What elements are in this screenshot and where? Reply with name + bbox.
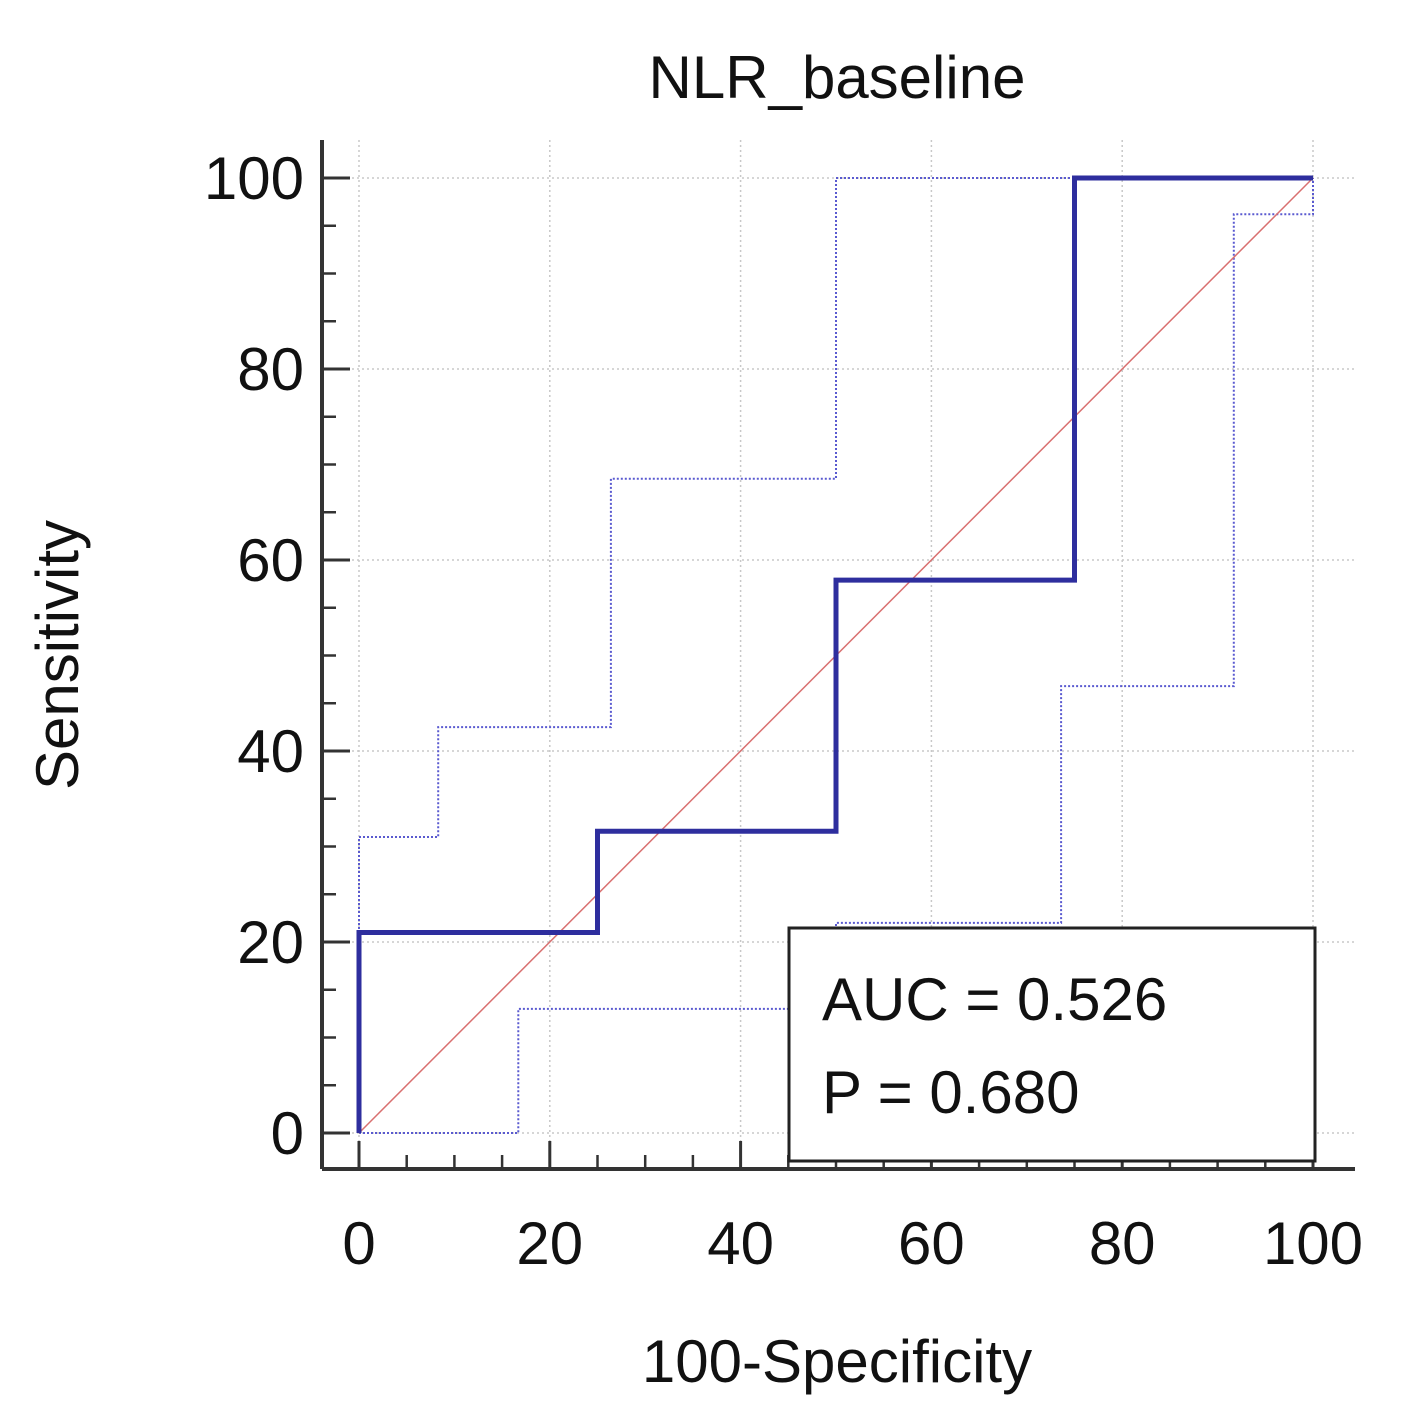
upper-95-ci-line	[358, 177, 1313, 1133]
x-tick-label: 20	[516, 1210, 583, 1277]
auc-value-label: AUC = 0.526	[822, 966, 1167, 1033]
series-layer	[356, 175, 1314, 1134]
x-tick-label: 80	[1089, 1210, 1156, 1277]
lower-95-ci-line	[359, 178, 1314, 1134]
y-tick-label: 40	[237, 718, 304, 785]
axes	[320, 140, 1355, 1171]
x-axis-label: 100-Specificity	[642, 1328, 1032, 1395]
y-tick-label: 20	[237, 909, 304, 976]
chart-title: NLR_baseline	[649, 44, 1026, 111]
y-tick-label: 100	[204, 145, 304, 212]
x-tick-label: 0	[342, 1210, 375, 1277]
auc-box-frame	[787, 926, 1317, 1163]
p-value-label: P = 0.680	[822, 1059, 1079, 1126]
y-axis-label: Sensitivity	[24, 520, 91, 790]
y-tick-label: 60	[237, 527, 304, 594]
auc-annotation-box: AUC = 0.526 P = 0.680	[787, 926, 1317, 1163]
x-tick-label: 100	[1263, 1210, 1363, 1277]
x-tick-label: 60	[898, 1210, 965, 1277]
tick-labels: 0 20 40 60 80 100 0 20 40 60 80 100	[204, 145, 1363, 1277]
roc-curve-line	[356, 175, 1313, 1133]
y-tick-label: 80	[237, 336, 304, 403]
x-tick-label: 40	[707, 1210, 774, 1277]
y-tick-label: 0	[271, 1100, 304, 1167]
